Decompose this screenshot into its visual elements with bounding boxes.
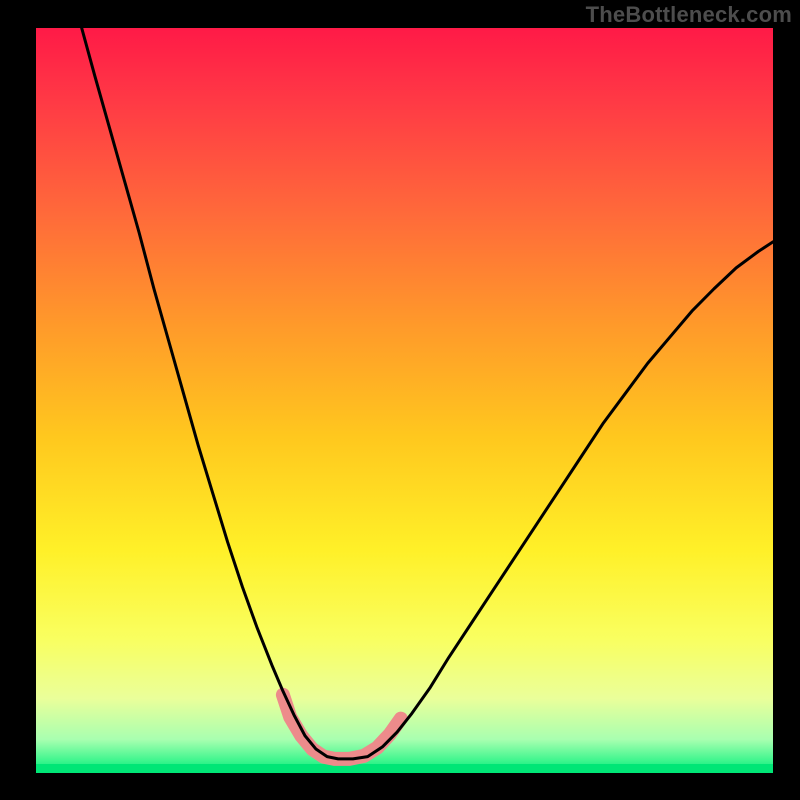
plot-area [36, 28, 773, 773]
green-bottom-band [36, 764, 773, 773]
watermark-text: TheBottleneck.com [586, 2, 792, 28]
chart-container: TheBottleneck.com [0, 0, 800, 800]
chart-svg [36, 28, 773, 773]
gradient-background [36, 28, 773, 773]
